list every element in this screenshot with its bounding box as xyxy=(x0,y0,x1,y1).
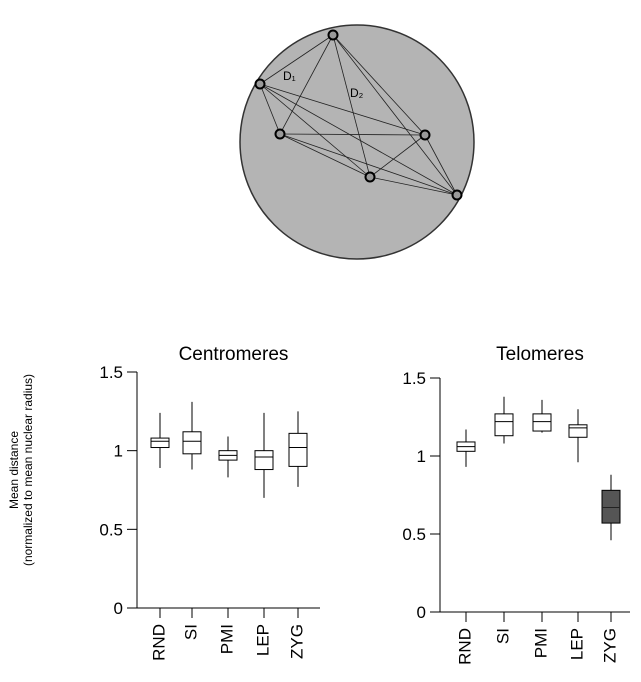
x-tick-label: SI xyxy=(493,628,512,644)
locus xyxy=(276,130,285,139)
y-axis-label: Mean distance xyxy=(7,431,21,509)
locus xyxy=(329,31,338,40)
y-tick-label: 0.5 xyxy=(99,520,123,539)
locus xyxy=(366,173,375,182)
locus xyxy=(453,191,462,200)
nucleus xyxy=(240,25,474,259)
y-tick-label: 1 xyxy=(114,442,123,461)
distance-label: D₂ xyxy=(350,86,364,100)
box xyxy=(255,451,273,470)
x-tick-label: RND xyxy=(149,624,168,661)
box xyxy=(602,490,620,523)
x-tick-label: ZYG xyxy=(287,624,306,659)
y-tick-label: 1.5 xyxy=(402,369,426,388)
y-tick-label: 1.5 xyxy=(99,363,123,382)
box xyxy=(289,433,307,466)
box xyxy=(533,414,551,431)
box xyxy=(495,414,513,436)
y-axis-label: (normalized to mean nuclear radius) xyxy=(21,374,35,566)
charts: Centromeres 0 0.5 1 1.5 Mean distance(normali… xyxy=(7,344,630,665)
y-tick-label: 0 xyxy=(417,603,426,622)
chart-title: Centromeres xyxy=(179,344,289,365)
box xyxy=(183,432,201,454)
box xyxy=(569,425,587,437)
locus xyxy=(421,131,430,140)
y-tick-label: 0.5 xyxy=(402,525,426,544)
y-tick-label: 1 xyxy=(417,447,426,466)
x-tick-label: LEP xyxy=(567,628,586,660)
x-tick-label: RND xyxy=(455,628,474,665)
x-tick-label: ZYG xyxy=(600,628,619,663)
nucleus-diagram: D₁ D₂ xyxy=(240,25,474,259)
x-tick-label: PMI xyxy=(531,628,550,658)
x-tick-label: PMI xyxy=(217,624,236,654)
box xyxy=(151,438,169,447)
y-tick-label: 0 xyxy=(114,599,123,618)
x-tick-label: SI xyxy=(181,624,200,640)
figure: D₁ D₂ Centromeres 0 0.5 1 1.5 Mean distance(n… xyxy=(0,0,641,677)
locus xyxy=(256,80,265,89)
chart-title: Telomeres xyxy=(496,344,584,365)
distance-label: D₁ xyxy=(283,69,296,83)
x-tick-label: LEP xyxy=(253,624,272,656)
